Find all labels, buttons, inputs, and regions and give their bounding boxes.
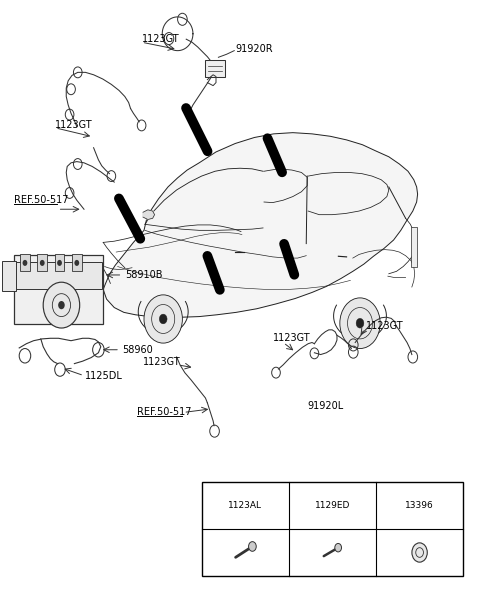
Text: REF.50-517: REF.50-517 [137,408,192,417]
Bar [2,261,16,291]
Bar [37,254,47,271]
Circle shape [249,541,256,551]
Circle shape [40,260,45,266]
Text: 13396: 13396 [405,501,434,510]
Circle shape [144,295,182,343]
Text: 1125DL: 1125DL [85,371,123,380]
Bar [55,254,64,271]
Text: 58910B: 58910B [125,270,162,280]
FancyArrowPatch shape [267,138,282,172]
Circle shape [159,314,167,324]
Circle shape [23,260,27,266]
Circle shape [58,301,65,309]
Polygon shape [143,210,155,219]
Text: 1129ED: 1129ED [315,501,350,510]
Bar [72,254,82,271]
Circle shape [340,298,380,349]
Text: 58960: 58960 [122,345,153,355]
Bar [205,60,225,77]
Text: 1123GT: 1123GT [142,34,179,43]
Circle shape [57,260,62,266]
FancyArrowPatch shape [284,244,294,275]
Text: 1123GT: 1123GT [366,321,403,330]
Bar [14,255,103,324]
Circle shape [74,260,79,266]
FancyArrowPatch shape [207,256,220,290]
Circle shape [335,543,342,552]
Bar [411,227,417,267]
FancyArrowPatch shape [119,198,140,239]
Bar [20,254,30,271]
Text: REF.50-517: REF.50-517 [14,195,69,205]
Circle shape [412,543,427,562]
Polygon shape [103,133,418,317]
Circle shape [356,318,364,328]
FancyArrowPatch shape [186,108,207,151]
Bar [15,262,102,289]
Text: 1123GT: 1123GT [55,120,92,130]
Text: 91920L: 91920L [307,402,344,411]
Text: 1123GT: 1123GT [143,357,180,367]
Text: 1123AL: 1123AL [228,501,262,510]
Text: 91920R: 91920R [235,45,273,54]
Bar [202,482,463,576]
Text: 1123GT: 1123GT [273,333,310,343]
Circle shape [43,282,80,328]
